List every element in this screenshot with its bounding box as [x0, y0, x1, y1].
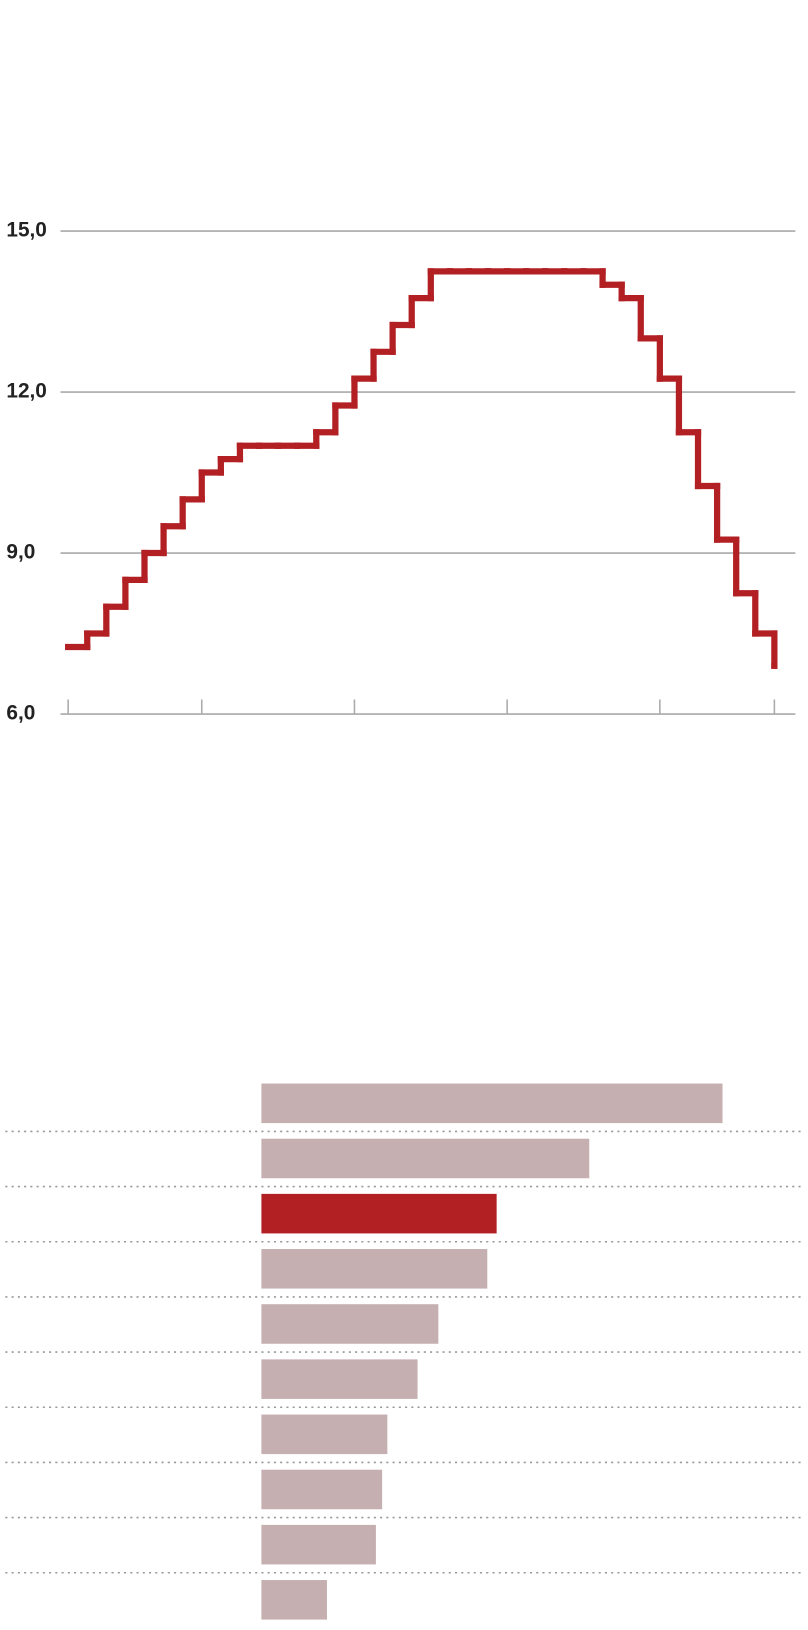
bar: [261, 1359, 418, 1399]
bar: [261, 1304, 439, 1344]
bar: [261, 1524, 376, 1565]
bar: [261, 1193, 497, 1234]
bar: [261, 1249, 488, 1289]
y-tick-label: 9,0: [6, 541, 35, 564]
bar: [261, 1469, 383, 1510]
y-tick-label: 15,0: [6, 219, 46, 242]
bar: [261, 1580, 327, 1620]
y-tick-label: 12,0: [6, 380, 46, 403]
bar: [261, 1138, 590, 1179]
y-tick-label: 6,0: [6, 702, 35, 725]
bar: [261, 1414, 388, 1455]
bar: [261, 1083, 723, 1124]
